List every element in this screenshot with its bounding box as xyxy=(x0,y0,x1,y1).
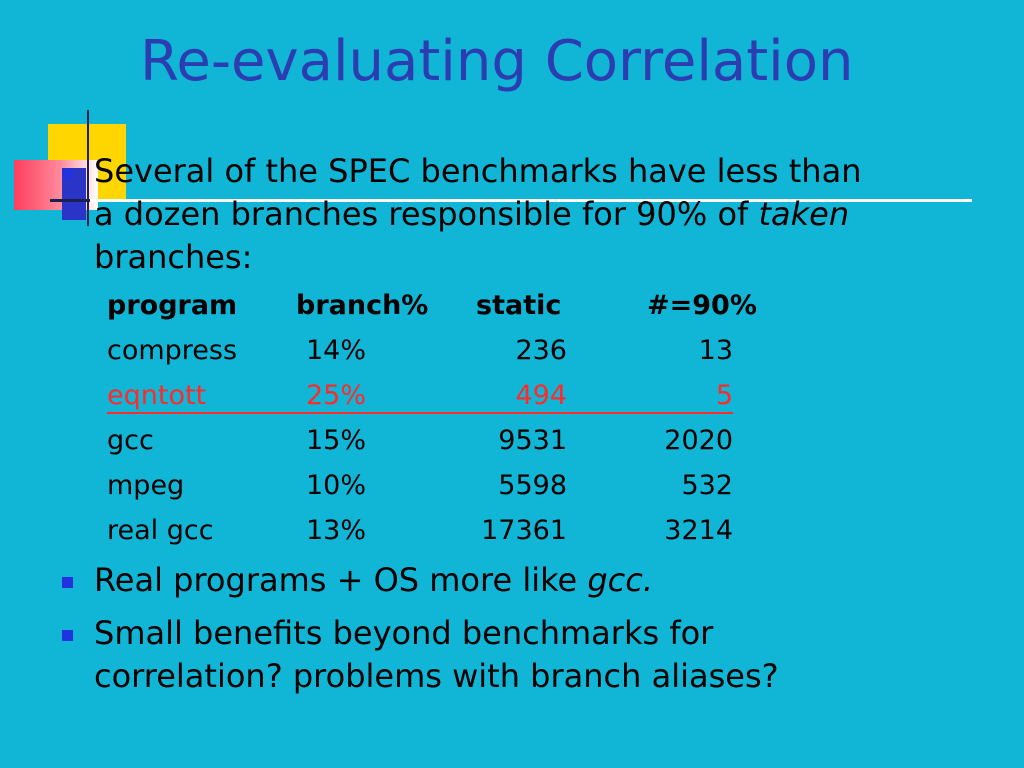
cell-branch-percent: 10% xyxy=(306,470,367,501)
header-branch-percent: branch% xyxy=(296,290,429,321)
benchmark-table: program branch% static #=90% compress 14… xyxy=(107,283,807,553)
bullet-marker xyxy=(62,630,73,641)
bullet-3: Small benefits beyond benchmarks for cor… xyxy=(94,612,779,698)
bullet-2: Real programs + OS more like gcc. xyxy=(94,559,653,602)
cell-count-90: 532 xyxy=(681,470,733,501)
header-count-90: #=90% xyxy=(647,290,757,321)
cell-program: compress xyxy=(107,335,238,366)
cell-count-90: 5 xyxy=(715,380,733,411)
header-static: static xyxy=(476,290,562,321)
table-row: real gcc 13% 17361 3214 xyxy=(107,508,807,553)
slide-title: Re-evaluating Correlation xyxy=(140,29,854,94)
cell-program: real gcc xyxy=(107,515,214,546)
cell-program: mpeg xyxy=(107,470,185,501)
bullet-2-text: Real programs + OS more like xyxy=(94,561,588,599)
cell-branch-percent: 25% xyxy=(306,380,367,411)
decor-dark-line xyxy=(50,199,90,202)
cell-branch-percent: 13% xyxy=(306,515,367,546)
cell-static: 494 xyxy=(515,380,567,411)
bullet-2-emphasis: gcc. xyxy=(587,561,654,599)
row-underline xyxy=(107,412,733,414)
bullet-1-line-3: branches: xyxy=(94,238,253,276)
table-row: mpeg 10% 5598 532 xyxy=(107,463,807,508)
cell-count-90: 2020 xyxy=(664,425,733,456)
bullet-3-line-2: correlation? problems with branch aliase… xyxy=(94,657,779,695)
cell-branch-percent: 14% xyxy=(306,335,367,366)
bullet-3-line-1: Small benefits beyond benchmarks for xyxy=(94,614,714,652)
table-header-row: program branch% static #=90% xyxy=(107,283,807,328)
header-program: program xyxy=(107,290,238,321)
bullet-1: Several of the SPEC benchmarks have less… xyxy=(94,150,861,279)
bullet-1-line-1: Several of the SPEC benchmarks have less… xyxy=(94,152,862,190)
cell-static: 236 xyxy=(515,335,567,366)
cell-program: eqntott xyxy=(107,380,207,411)
bullet-1-line-2-text: a dozen branches responsible for 90% of xyxy=(94,195,759,233)
title-divider-line xyxy=(50,199,972,202)
table-row: compress 14% 236 13 xyxy=(107,328,807,373)
cell-branch-percent: 15% xyxy=(306,425,367,456)
table-row: gcc 15% 9531 2020 xyxy=(107,418,807,463)
bullet-marker xyxy=(62,168,73,179)
cell-static: 5598 xyxy=(498,470,567,501)
bullet-1-line-2: a dozen branches responsible for 90% of … xyxy=(94,193,861,236)
table-row-highlighted: eqntott 25% 494 5 xyxy=(107,373,807,418)
bullet-marker xyxy=(62,577,73,588)
bullet-1-emphasis: taken xyxy=(758,195,850,233)
decor-vertical-line xyxy=(87,110,89,226)
cell-program: gcc xyxy=(107,425,154,456)
cell-static: 17361 xyxy=(481,515,567,546)
cell-count-90: 13 xyxy=(698,335,733,366)
cell-count-90: 3214 xyxy=(664,515,733,546)
cell-static: 9531 xyxy=(498,425,567,456)
